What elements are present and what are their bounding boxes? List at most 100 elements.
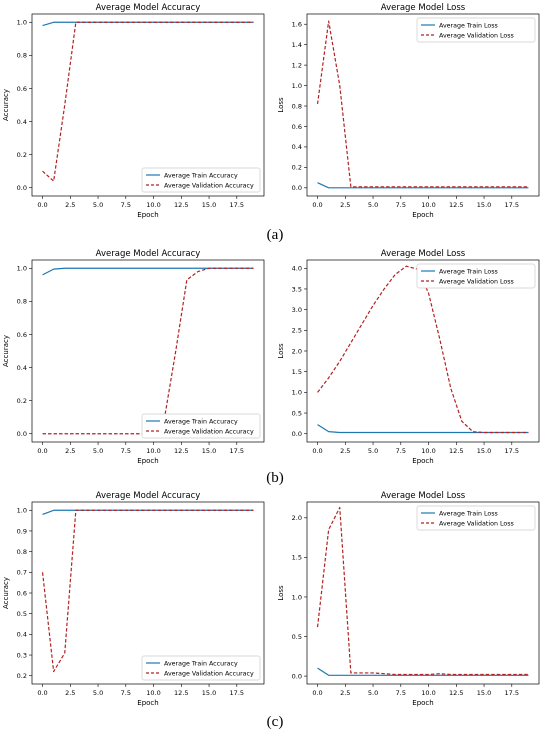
legend-label: Average Train Loss: [439, 22, 498, 29]
chart-title: Average Model Accuracy: [96, 249, 201, 259]
y-tick-label: 0.5: [292, 633, 302, 641]
x-tick-label: 12.5: [449, 201, 463, 209]
plot-frame: [306, 13, 540, 197]
legend-box: [141, 413, 261, 439]
legend-label: Average Train Loss: [439, 510, 498, 517]
accuracy-chart-c: Average Model Accuracy 0.0 2.5 5.0 7.5 10.0 12…: [2, 491, 265, 707]
x-axis-label: Epoch: [412, 699, 433, 707]
y-tick-label: 1.2: [292, 61, 302, 69]
y-tick-label: 3.5: [292, 285, 302, 293]
y-axis-label: Accuracy: [2, 89, 10, 121]
loss-chart-b: Average Model Loss 0.0 2.5 5.0 7.5 10.0 12.5 15…: [277, 249, 540, 465]
legend-label: Average Validation Loss: [439, 32, 514, 39]
y-axis-label: Loss: [277, 585, 285, 601]
y-tick-label: 0.4: [292, 143, 302, 151]
y-tick-label: 0.0: [292, 184, 302, 192]
y-tick-label: 1.5: [292, 554, 302, 562]
x-tick-label: 10.0: [146, 689, 160, 697]
x-tick-label: 0.0: [312, 201, 322, 209]
x-tick-label: 10.0: [421, 447, 435, 455]
x-tick-label: 0.0: [37, 201, 47, 209]
legend-label: Average Train Accuracy: [164, 660, 238, 667]
legend-label: Average Train Accuracy: [164, 172, 238, 179]
plot-frame: [31, 13, 265, 197]
legend-box: [141, 655, 261, 681]
y-tick-label: 1.4: [292, 41, 302, 49]
x-tick-label: 10.0: [421, 201, 435, 209]
x-tick-label: 15.0: [477, 689, 491, 697]
x-tick-label: 15.0: [477, 201, 491, 209]
accuracy-chart-b: Average Model Accuracy 0.0 2.5 5.0 7.5 10.0 12…: [2, 249, 265, 465]
x-tick-label: 5.0: [368, 201, 378, 209]
x-tick-label: 15.0: [202, 689, 216, 697]
x-tick-label: 15.0: [202, 201, 216, 209]
x-tick-label: 0.0: [37, 689, 47, 697]
y-axis-label: Loss: [277, 97, 285, 113]
x-tick-label: 5.0: [93, 201, 103, 209]
x-tick-label: 17.5: [505, 447, 519, 455]
train-series-line: [317, 424, 529, 434]
legend-label: Average Train Accuracy: [164, 418, 238, 425]
panel-label-a: (a): [266, 227, 284, 243]
legend-box: [416, 505, 536, 531]
x-tick-label: 5.0: [368, 447, 378, 455]
y-tick-label: 0.8: [17, 298, 27, 306]
x-tick-label: 7.5: [396, 689, 406, 697]
y-tick-label: 0.4: [17, 364, 27, 372]
loss-chart-c: Average Model Loss 0.0 2.5 5.0 7.5 10.0 12.5 15…: [277, 491, 540, 707]
validation-series-line: [316, 20, 529, 188]
y-tick-label: 1.0: [292, 82, 302, 90]
x-tick-label: 15.0: [202, 447, 216, 455]
x-tick-label: 17.5: [230, 689, 244, 697]
x-tick-label: 10.0: [146, 201, 160, 209]
x-axis-label: Epoch: [137, 211, 158, 219]
y-tick-label: 0.0: [17, 430, 27, 438]
y-tick-label: 2.0: [292, 347, 302, 355]
x-tick-label: 7.5: [396, 447, 406, 455]
y-axis-label: Accuracy: [2, 577, 10, 609]
y-tick-label: 0.8: [17, 52, 27, 60]
validation-series-line: [316, 506, 529, 676]
y-tick-label: 0.2: [17, 151, 27, 159]
y-tick-label: 1.0: [292, 389, 302, 397]
x-tick-label: 2.5: [65, 689, 75, 697]
x-tick-label: 2.5: [340, 201, 350, 209]
y-axis-label: Loss: [277, 343, 285, 359]
legend-label: Average Validation Accuracy: [164, 670, 254, 677]
validation-series-line: [42, 267, 254, 435]
train-series-line: [42, 509, 254, 515]
x-tick-label: 2.5: [65, 447, 75, 455]
y-tick-label: 0.7: [17, 569, 27, 577]
y-tick-label: 0.0: [292, 430, 302, 438]
x-tick-label: 7.5: [396, 201, 406, 209]
loss-chart-a: Average Model Loss 0.0 2.5 5.0 7.5 10.0 12.5 15…: [277, 3, 540, 219]
plot-frame: [306, 501, 540, 685]
y-tick-label: 0.5: [17, 610, 27, 618]
x-axis-label: Epoch: [412, 457, 433, 465]
train-series-line: [42, 267, 254, 276]
x-tick-label: 0.0: [312, 447, 322, 455]
y-tick-label: 1.6: [292, 21, 302, 29]
x-tick-label: 12.5: [174, 447, 188, 455]
y-tick-label: 0.6: [292, 123, 302, 131]
y-tick-label: 1.0: [17, 265, 27, 273]
y-tick-label: 0.0: [292, 672, 302, 680]
x-tick-label: 12.5: [174, 689, 188, 697]
x-tick-label: 12.5: [174, 201, 188, 209]
y-tick-label: 1.5: [292, 368, 302, 376]
chart-title: Average Model Loss: [381, 3, 466, 13]
plot-frame: [31, 259, 265, 443]
x-axis-label: Epoch: [137, 699, 158, 707]
x-tick-label: 7.5: [121, 447, 131, 455]
x-tick-label: 0.0: [37, 447, 47, 455]
train-series-line: [317, 182, 529, 189]
validation-series-line: [41, 509, 254, 673]
y-tick-label: 2.0: [292, 514, 302, 522]
y-tick-label: 0.6: [17, 85, 27, 93]
y-tick-label: 0.0: [17, 184, 27, 192]
x-tick-label: 12.5: [449, 689, 463, 697]
chart-title: Average Model Accuracy: [96, 491, 201, 501]
legend-box: [416, 17, 536, 43]
y-tick-label: 3.0: [292, 306, 302, 314]
y-tick-label: 0.8: [17, 548, 27, 556]
